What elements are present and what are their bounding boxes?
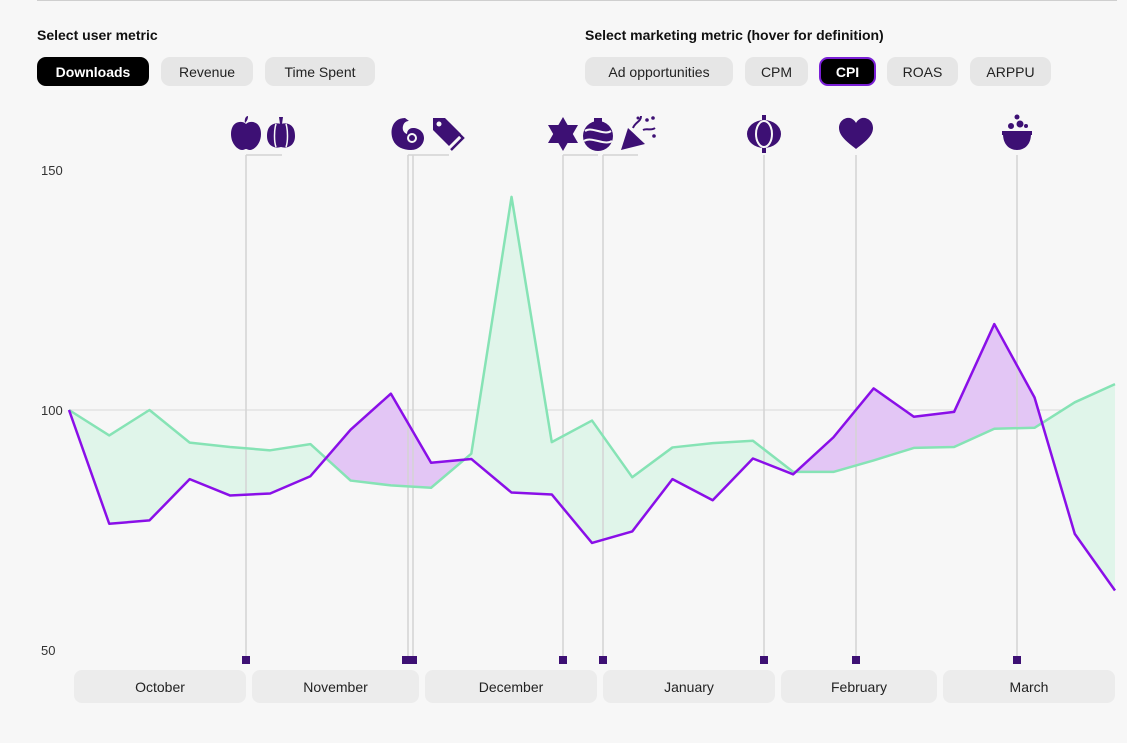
apple-icon <box>231 116 261 150</box>
marketing-metric-heading: Select marketing metric (hover for defin… <box>585 27 884 43</box>
month-march[interactable]: March <box>943 670 1115 703</box>
price-tag-icon <box>433 118 465 151</box>
downloads-button[interactable]: Downloads <box>37 57 149 86</box>
green-area-fill <box>1042 384 1115 591</box>
event-marker <box>1013 656 1021 664</box>
event-marker <box>760 656 768 664</box>
cpi-button[interactable]: CPI <box>819 57 876 86</box>
y-tick-label: 50 <box>41 643 55 658</box>
lantern-icon <box>747 115 781 153</box>
purple-area-fill <box>325 393 465 488</box>
green-area-fill <box>464 196 796 543</box>
user-metric-heading: Select user metric <box>37 27 158 43</box>
pumpkin-icon <box>267 117 295 148</box>
top-divider <box>37 0 1117 1</box>
party-popper-icon <box>621 115 656 150</box>
turkey-icon <box>391 118 424 150</box>
revenue-button[interactable]: Revenue <box>161 57 253 86</box>
cauldron-icon <box>1002 114 1032 150</box>
ad-opportunities-button[interactable]: Ad opportunities <box>585 57 733 86</box>
ornament-icon <box>583 118 613 151</box>
event-marker <box>852 656 860 664</box>
event-marker <box>402 656 410 664</box>
event-marker <box>559 656 567 664</box>
y-tick-label: 100 <box>41 403 63 418</box>
y-tick-label: 150 <box>41 163 63 178</box>
heart-icon <box>839 117 873 149</box>
star-of-david-icon <box>548 117 578 151</box>
roas-button[interactable]: ROAS <box>887 57 958 86</box>
green-area-fill <box>69 410 326 524</box>
cpm-button[interactable]: CPM <box>745 57 808 86</box>
event-marker <box>242 656 250 664</box>
green-series-line <box>68 195 1116 490</box>
event-marker <box>599 656 607 664</box>
purple-series-line <box>67 322 1117 592</box>
arppu-button[interactable]: ARPPU <box>970 57 1051 86</box>
month-november[interactable]: November <box>252 670 419 703</box>
month-january[interactable]: January <box>603 670 775 703</box>
time-spent-button[interactable]: Time Spent <box>265 57 375 86</box>
event-marker <box>409 656 417 664</box>
month-december[interactable]: December <box>425 670 597 703</box>
month-february[interactable]: February <box>781 670 937 703</box>
month-october[interactable]: October <box>74 670 246 703</box>
